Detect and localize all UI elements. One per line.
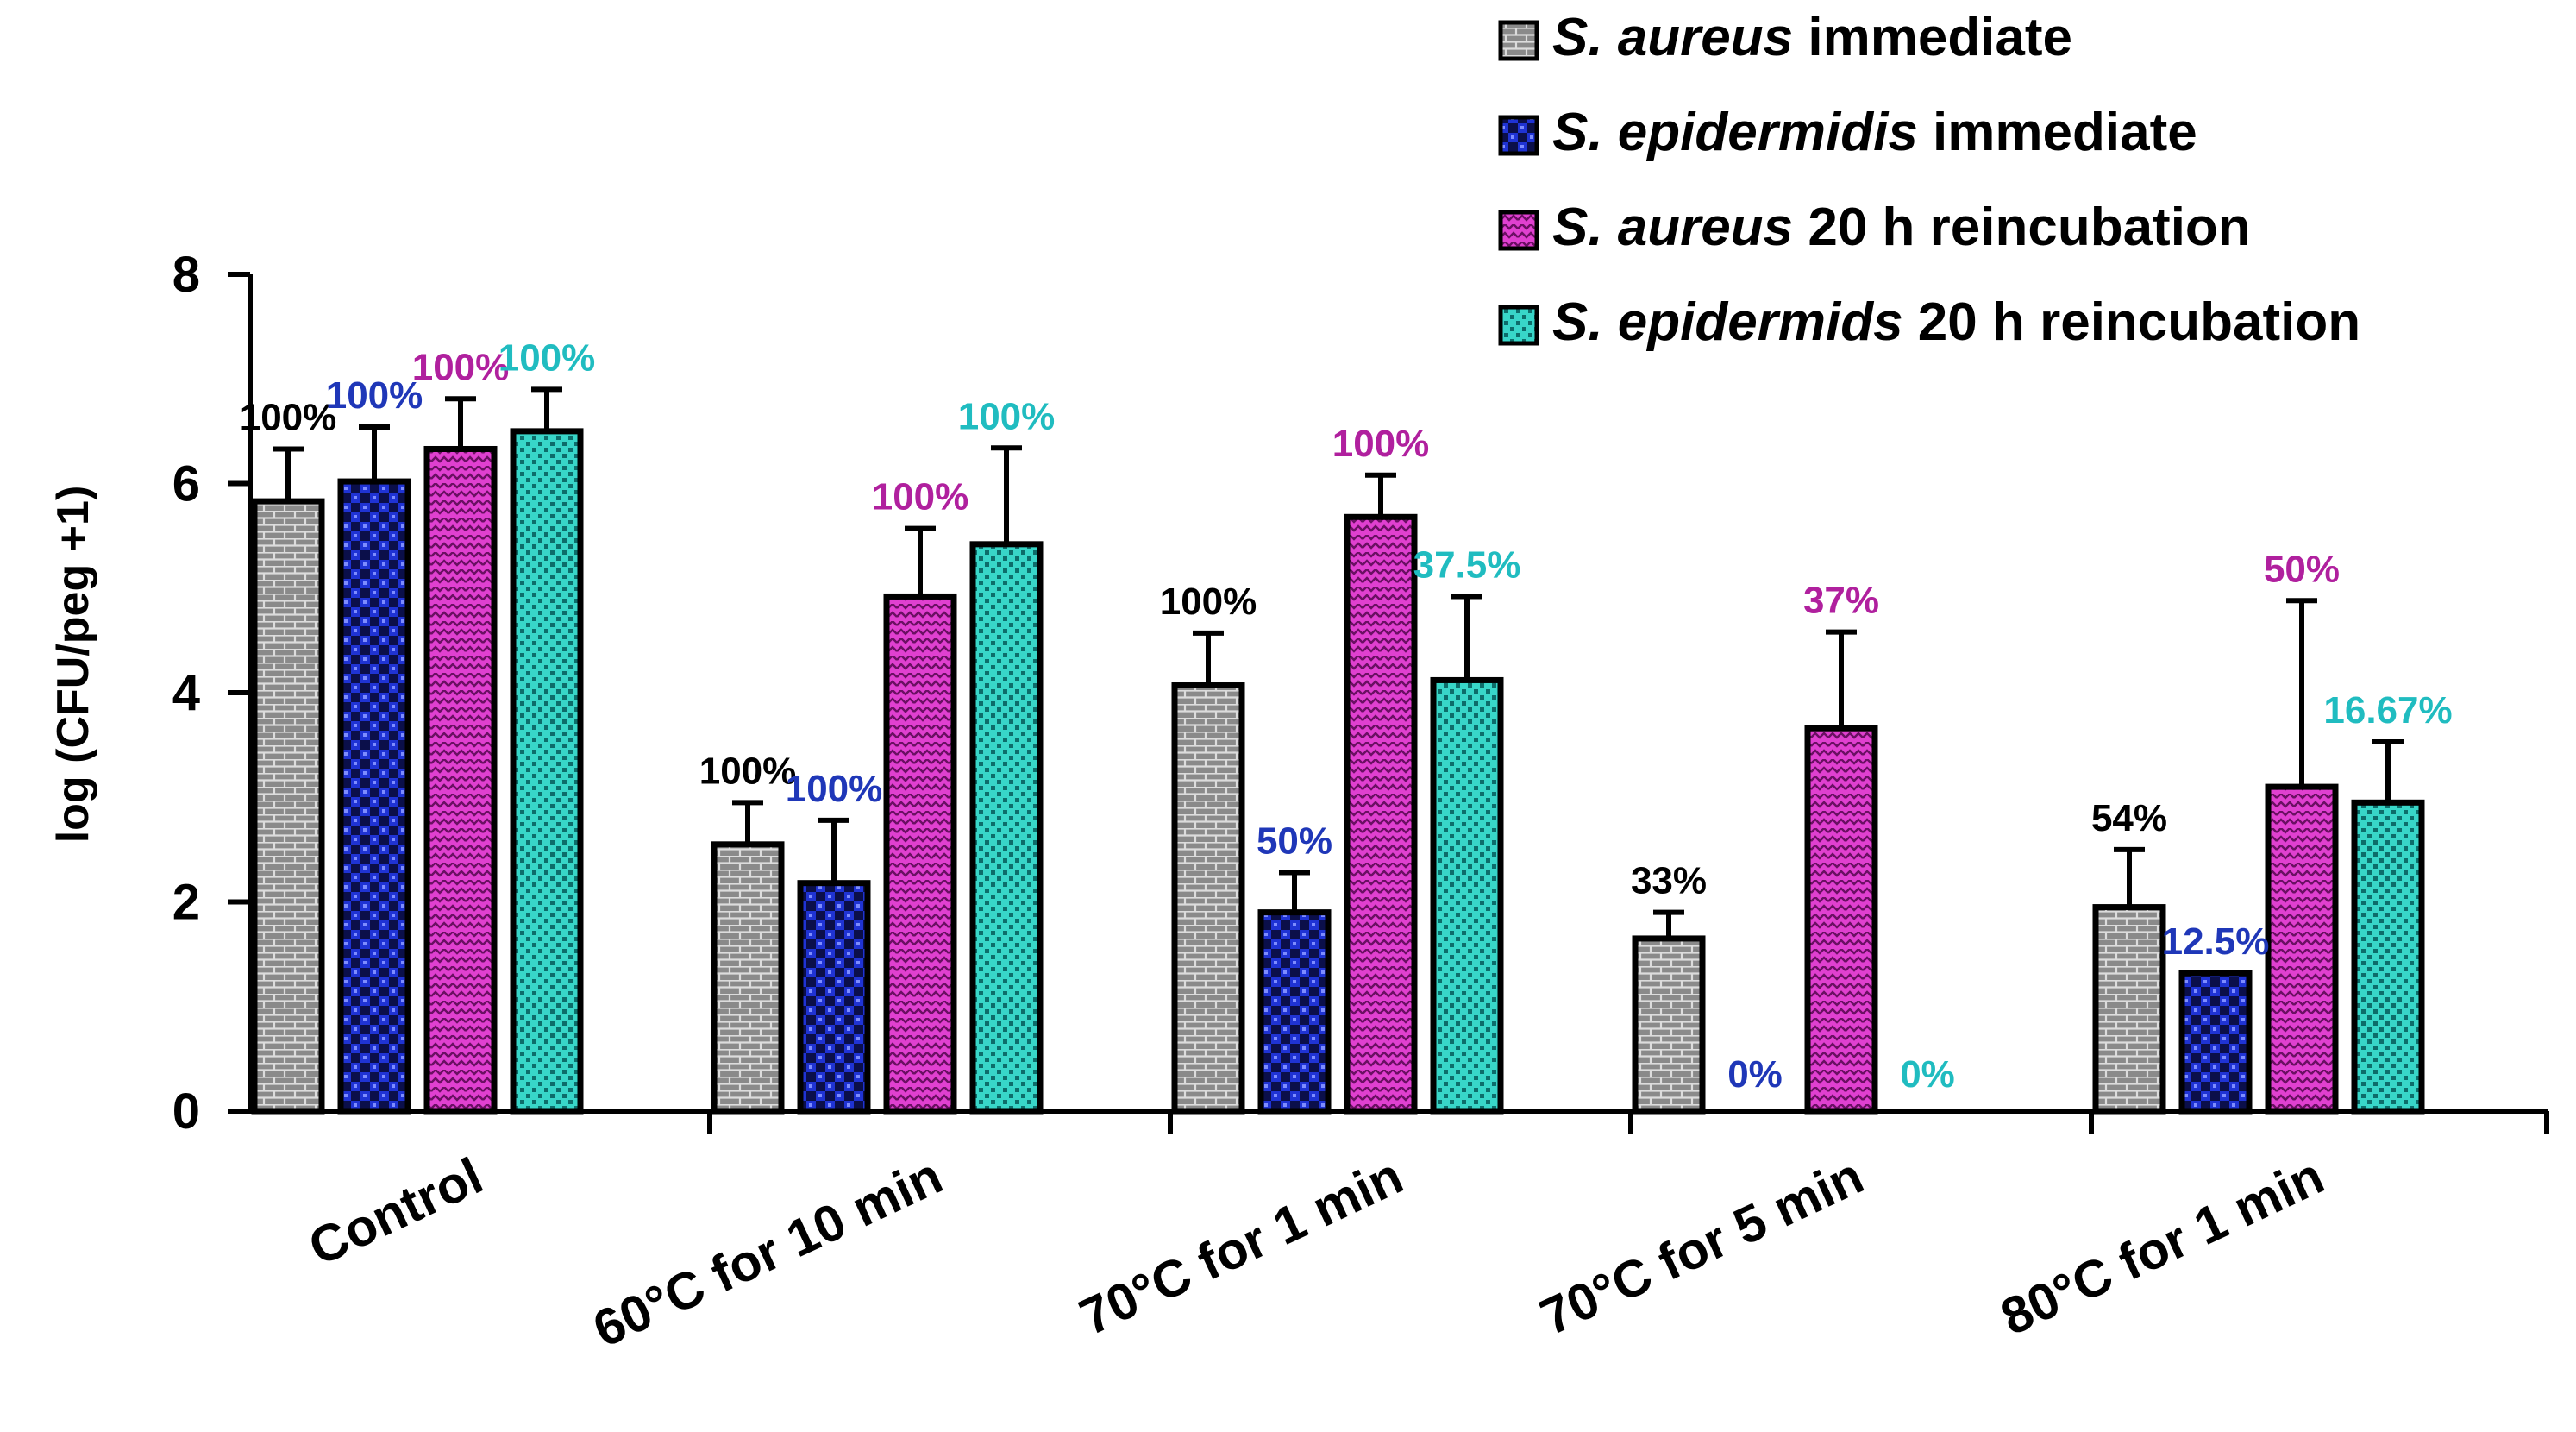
data-labels: 100%100%100%33%54%100%100%50%0%12.5%100%… (240, 336, 2453, 1096)
data-label: 54% (2091, 797, 2167, 839)
y-tick-label: 8 (172, 247, 200, 303)
data-label: 0% (1727, 1053, 1783, 1096)
data-label: 33% (1631, 860, 1707, 902)
legend-label: S. aureus 20 h reincubation (1552, 198, 2251, 257)
y-tick-label: 4 (172, 665, 200, 721)
category-label: 70°C for 5 min (1532, 1146, 1872, 1347)
bar (883, 593, 957, 1115)
bar (423, 445, 498, 1115)
y-tick-label: 6 (172, 456, 200, 512)
category-label: Control (300, 1146, 492, 1277)
bar (2178, 970, 2253, 1115)
category-label: 80°C for 1 min (1992, 1146, 2333, 1347)
bar (2351, 799, 2425, 1115)
data-label: 50% (1257, 820, 1332, 863)
data-label: 37.5% (1413, 543, 1521, 586)
bar (2265, 783, 2339, 1115)
data-label: 100% (1332, 423, 1430, 465)
legend-label-species: S. aureus (1552, 198, 1793, 257)
data-label: 12.5% (2162, 920, 2270, 963)
bar (510, 428, 584, 1115)
legend-label-condition: immediate (1918, 103, 2197, 162)
legend-swatch (1498, 115, 1539, 156)
data-label: 100% (786, 768, 883, 810)
legend-swatch (1498, 305, 1539, 346)
data-label: 100% (872, 476, 969, 518)
legend-label: S. epidermidis immediate (1552, 103, 2197, 162)
legend-label: S. aureus immediate (1552, 8, 2072, 67)
legend-label: S. epidermids 20 h reincubation (1552, 292, 2360, 352)
data-label: 0% (1900, 1053, 1955, 1096)
data-label: 100% (240, 396, 337, 438)
bar (337, 478, 411, 1115)
bar (251, 498, 325, 1115)
bar (1430, 676, 1504, 1115)
data-label: 100% (498, 336, 596, 379)
data-label: 100% (958, 395, 1056, 437)
legend-label-species: S. epidermidis (1552, 103, 1918, 162)
legend-label-condition: 20 h reincubation (1793, 198, 2251, 257)
y-tick-label: 0 (172, 1083, 200, 1140)
y-tick-label: 2 (172, 875, 200, 931)
bar (1171, 682, 1245, 1115)
data-label: 100% (326, 374, 423, 417)
data-label: 16.67% (2323, 689, 2452, 732)
bar (711, 841, 785, 1115)
bar (969, 541, 1044, 1115)
bar (1257, 909, 1332, 1115)
category-label: 60°C for 10 min (585, 1146, 951, 1359)
legend-swatch (1498, 210, 1539, 251)
data-label: 50% (2264, 548, 2340, 590)
bar (1804, 725, 1878, 1115)
bar (1344, 513, 1418, 1115)
bars (251, 386, 2425, 1115)
legend-label-species: S. epidermids (1552, 292, 1903, 352)
data-label: 100% (699, 750, 797, 792)
legend-label-condition: 20 h reincubation (1903, 292, 2361, 352)
legend-label-species: S. aureus (1552, 8, 1793, 67)
axes: 0 2 4 6 8 log (CFU/peg +1) Control 60°C for 10 … (48, 247, 2549, 1359)
legend-swatch (1498, 20, 1539, 61)
category-label: 70°C for 1 min (1071, 1146, 1412, 1347)
bar (1632, 935, 1706, 1115)
legend-label-condition: immediate (1793, 8, 2072, 67)
data-label: 37% (1803, 580, 1879, 622)
data-label: 100% (1160, 581, 1257, 623)
y-axis-title: log (CFU/peg +1) (48, 486, 98, 844)
bar (2092, 904, 2166, 1115)
data-label: 100% (412, 346, 510, 388)
bar (797, 880, 871, 1115)
